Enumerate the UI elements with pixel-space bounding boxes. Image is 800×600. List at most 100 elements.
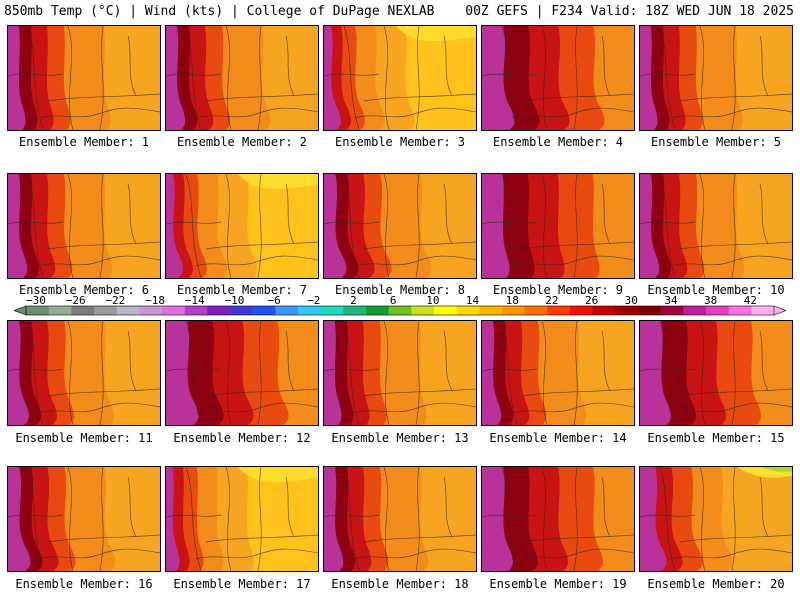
colorbar-tick-label: −26 [66, 296, 86, 307]
temperature-field [324, 467, 476, 571]
colorbar-swatch [71, 306, 95, 315]
colorbar-swatch [94, 306, 118, 315]
ensemble-member-map [323, 320, 477, 426]
temperature-field [8, 174, 160, 278]
ensemble-member-map [165, 466, 319, 572]
colorbar-swatch [184, 306, 208, 315]
ensemble-member-map [7, 466, 161, 572]
temperature-field [8, 26, 160, 130]
ensemble-member-label: Ensemble Member: 17 [173, 577, 311, 591]
ensemble-member-map [165, 25, 319, 131]
colorbar-tick-label: 34 [664, 296, 678, 307]
colorbar-swatch [502, 306, 526, 315]
ensemble-member-label: Ensemble Member: 18 [331, 577, 469, 591]
colorbar-tick-label: 30 [625, 296, 638, 307]
colorbar-tick-label: −2 [307, 296, 320, 307]
temperature-field [640, 467, 792, 571]
colorbar-swatch [388, 306, 412, 315]
ensemble-member-map [481, 25, 635, 131]
colorbar-swatch [275, 306, 299, 315]
temperature-field [166, 26, 318, 130]
ensemble-member-label: Ensemble Member: 7 [176, 283, 308, 297]
colorbar-tick-label: −6 [267, 296, 280, 307]
colorbar-swatch [547, 306, 571, 315]
colorbar-swatch [48, 306, 72, 315]
ensemble-member-map [639, 173, 793, 279]
ensemble-member-label: Ensemble Member: 19 [489, 577, 627, 591]
colorbar-swatch [615, 306, 639, 315]
ensemble-member-map [639, 25, 793, 131]
ensemble-member-label: Ensemble Member: 15 [647, 431, 785, 445]
temperature-field [166, 321, 318, 425]
colorbar-scale: −30 −26 −22 −18 −14 −10 −6 −2 2 6 10 14 18 22 26 30 34 38… [14, 296, 786, 316]
ensemble-member-label: Ensemble Member: 16 [15, 577, 153, 591]
temperature-field [324, 174, 476, 278]
temperature-field [482, 467, 634, 571]
ensemble-member-map [481, 466, 635, 572]
colorbar-tick-label: 42 [744, 296, 757, 307]
colorbar-swatch [298, 306, 322, 315]
ensemble-member-label: Ensemble Member: 6 [18, 283, 150, 297]
colorbar-swatch [706, 306, 730, 315]
valid-time: 00Z GEFS | F234 Valid: 18Z WED JUN 18 20… [465, 4, 794, 19]
ensemble-member-map [639, 466, 793, 572]
temperature-field [482, 174, 634, 278]
temperature-field [324, 26, 476, 130]
colorbar-tick-label: −14 [185, 296, 205, 307]
colorbar-swatch [751, 306, 775, 315]
ensemble-member-map [639, 320, 793, 426]
colorbar-swatch [139, 306, 163, 315]
temperature-field [640, 321, 792, 425]
colorbar-swatch [343, 306, 367, 315]
ensemble-member-map [7, 173, 161, 279]
map-title: 850mb Temp (°C) | Wind (kts) | College o… [4, 4, 435, 19]
colorbar-max-arrow [773, 305, 786, 316]
colorbar-swatch [592, 306, 616, 315]
colorbar-swatch [230, 306, 254, 315]
temperature-field [324, 321, 476, 425]
ensemble-member-label: Ensemble Member: 9 [492, 283, 624, 297]
colorbar-tick-label: 6 [390, 296, 397, 307]
colorbar-tick-label: 18 [506, 296, 519, 307]
colorbar-swatch [728, 306, 752, 315]
ensemble-member-label: Ensemble Member: 11 [15, 431, 153, 445]
ensemble-member-label: Ensemble Member: 20 [647, 577, 785, 591]
temperature-field [640, 26, 792, 130]
colorbar-tick-label: −18 [145, 296, 165, 307]
ensemble-member-label: Ensemble Member: 12 [173, 431, 311, 445]
colorbar-tick-label: 2 [350, 296, 357, 307]
colorbar-swatch [456, 306, 480, 315]
ensemble-member-label: Ensemble Member: 3 [334, 135, 466, 149]
ensemble-member-label: Ensemble Member: 8 [334, 283, 466, 297]
colorbar-tick-label: 22 [545, 296, 558, 307]
temperature-colorbar: −30 −26 −22 −18 −14 −10 −6 −2 2 6 10 14 18 22 26 30 34 38… [14, 296, 786, 320]
colorbar-tick-label: 14 [466, 296, 480, 307]
colorbar-tick-label: −30 [26, 296, 46, 307]
colorbar-swatch [116, 306, 140, 315]
colorbar-tick-label: 26 [585, 296, 598, 307]
temperature-field [640, 174, 792, 278]
colorbar-tick-label: −10 [224, 296, 244, 307]
colorbar-swatch [26, 306, 50, 315]
colorbar-tick-label: −22 [105, 296, 125, 307]
colorbar-swatch [683, 306, 707, 315]
ensemble-member-map [481, 173, 635, 279]
ensemble-member-map [165, 173, 319, 279]
ensemble-member-map [7, 25, 161, 131]
colorbar-tick-label: 10 [426, 296, 439, 307]
ensemble-member-map [165, 320, 319, 426]
temperature-field [166, 174, 318, 278]
colorbar-swatch [162, 306, 186, 315]
colorbar-swatch [207, 306, 231, 315]
ensemble-member-map [323, 173, 477, 279]
colorbar-swatch [366, 306, 390, 315]
colorbar-swatch [660, 306, 684, 315]
ensemble-member-map [7, 320, 161, 426]
colorbar-swatch [252, 306, 276, 315]
ensemble-member-label: Ensemble Member: 10 [647, 283, 785, 297]
colorbar-swatch [434, 306, 458, 315]
colorbar-swatch [320, 306, 344, 315]
ensemble-member-map [323, 466, 477, 572]
colorbar-swatch [570, 306, 594, 315]
colorbar-swatch [524, 306, 548, 315]
